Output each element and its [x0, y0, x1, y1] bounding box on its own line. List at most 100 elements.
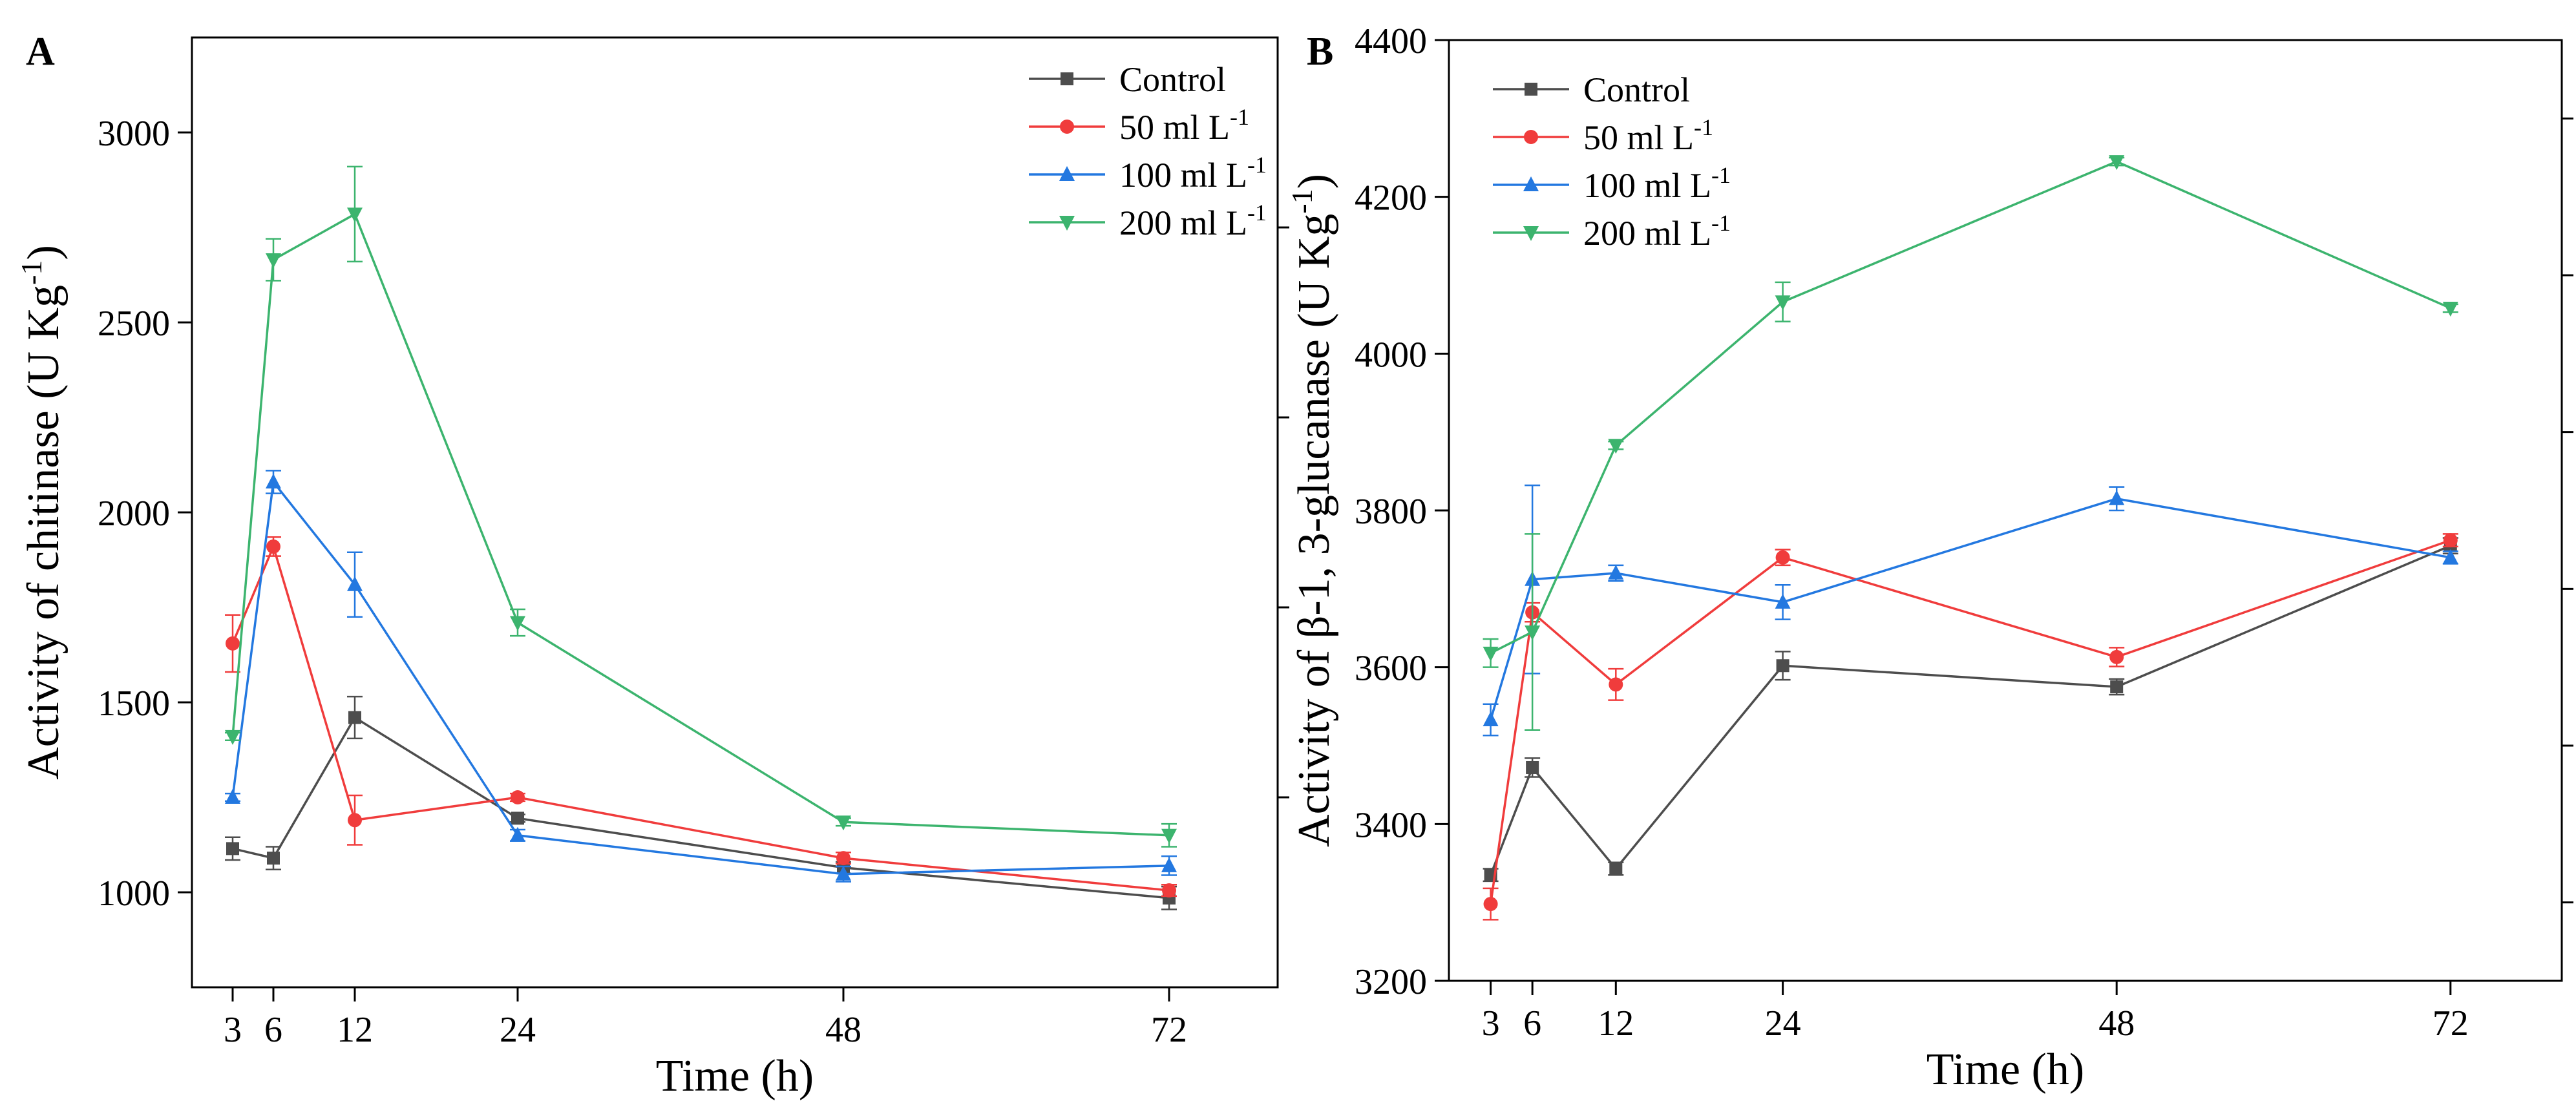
series-3 — [1483, 155, 2458, 731]
data-point — [510, 826, 525, 842]
data-point — [348, 813, 362, 828]
legend-label-superscript: -1 — [1711, 210, 1731, 236]
series-line — [231, 212, 1170, 837]
x-tick-label: 24 — [1765, 1003, 1801, 1043]
data-point — [266, 539, 280, 554]
series-line — [231, 479, 1170, 876]
data-point — [267, 852, 280, 865]
y-axis-label-text: Activity of β-1, 3-glucanase (U Kg — [1289, 214, 1339, 847]
x-tick-label: 12 — [337, 1010, 373, 1050]
data-point — [225, 789, 240, 804]
legend-label-superscript: -1 — [1247, 152, 1267, 178]
series-2 — [1483, 484, 2458, 737]
legend-label: 100 ml L-1 — [1119, 152, 1267, 194]
data-point — [226, 842, 239, 855]
chart-panel-b: B 3200 3400 3600 3800 4000 4200 4400 3 6 12 24 48 72 T… — [1285, 21, 2573, 1095]
legend-marker — [1059, 216, 1075, 231]
series-1 — [225, 536, 1177, 898]
x-tick-label: 72 — [2433, 1003, 2469, 1043]
y-axis-label-tail: ) — [19, 245, 69, 260]
chart-panel-a: A 1000 1500 2000 2500 3000 3 6 12 24 48 72 Time (h) A… — [15, 30, 1289, 1101]
data-point — [1483, 711, 1499, 726]
y-tick-label: 4200 — [1355, 178, 1427, 218]
data-point — [511, 790, 525, 804]
x-tick-label: 3 — [224, 1010, 242, 1050]
legend: Control 50 ml L -1 100 ml L-1 200 ml L-1 — [1493, 70, 1731, 253]
data-point — [2109, 649, 2124, 664]
x-tick-label: 72 — [1151, 1010, 1187, 1050]
y-axis-label: Activity of chitinase (U Kg-1) — [15, 245, 69, 780]
legend-label-text: 200 ml L — [1583, 214, 1711, 253]
data-point — [2442, 549, 2458, 564]
data-point — [1608, 439, 1624, 454]
legend-marker — [1059, 166, 1075, 181]
y-tick-label: 3000 — [98, 114, 170, 154]
series-2 — [225, 470, 1177, 883]
legend-label-text: 50 ml L — [1119, 108, 1230, 147]
x-tick-label: 3 — [1482, 1003, 1500, 1043]
data-point — [1483, 897, 1498, 912]
data-point — [511, 812, 524, 825]
data-point — [1608, 565, 1624, 580]
data-point — [2110, 680, 2124, 693]
data-point — [836, 865, 851, 881]
legend-label-text: 50 ml L — [1583, 118, 1694, 157]
series-1 — [1483, 533, 2458, 921]
legend-marker — [1523, 176, 1539, 191]
y-tick-label: 2000 — [98, 494, 170, 534]
series-line — [232, 716, 1170, 899]
x-tick-label: 48 — [825, 1010, 861, 1050]
data-point — [225, 729, 240, 745]
panel-label: B — [1307, 30, 1333, 74]
data-point — [266, 473, 281, 488]
y-tick-label: 3800 — [1355, 492, 1427, 532]
legend-label: 200 ml L-1 — [1119, 200, 1267, 242]
data-point — [347, 576, 363, 591]
series-3 — [225, 165, 1177, 848]
y-tick-label: 4400 — [1355, 21, 1427, 61]
series-line — [231, 543, 1170, 892]
data-point — [1483, 646, 1499, 662]
data-point — [836, 815, 851, 831]
x-axis-label: Time (h) — [1927, 1045, 2084, 1095]
data-point — [2109, 155, 2125, 171]
series-line — [1489, 539, 2451, 905]
legend-label: 100 ml L-1 — [1583, 162, 1731, 205]
legend-label: 200 ml L-1 — [1583, 210, 1731, 253]
data-point — [1775, 295, 1791, 311]
x-tick-label: 12 — [1598, 1003, 1634, 1043]
y-tick-label: 1000 — [98, 874, 170, 914]
data-point — [510, 616, 525, 631]
legend-label-superscript: -1 — [1247, 200, 1267, 225]
legend-label-text: 100 ml L — [1119, 156, 1247, 194]
data-point — [266, 253, 281, 268]
data-point — [2443, 533, 2458, 548]
legend-label-text: Control — [1119, 60, 1226, 99]
legend-label: Control — [1583, 70, 1690, 109]
y-tick-label: 3200 — [1355, 962, 1427, 1002]
series-line — [1490, 160, 2451, 655]
legend-marker — [1523, 226, 1539, 241]
series-line — [1489, 498, 2451, 720]
panel-label: A — [26, 30, 55, 74]
y-tick-label: 2500 — [98, 304, 170, 344]
y-axis-label: Activity of β-1, 3-glucanase (U Kg-1) — [1285, 174, 1339, 847]
data-point — [1775, 550, 1790, 565]
x-tick-label: 6 — [1523, 1003, 1541, 1043]
series-0 — [1483, 537, 2458, 883]
x-axis-label: Time (h) — [656, 1051, 814, 1101]
y-axis-label-superscript: -1 — [1285, 189, 1318, 213]
legend-marker — [1060, 120, 1074, 134]
data-point — [1162, 883, 1176, 898]
data-point — [226, 636, 240, 651]
data-point — [1609, 677, 1623, 692]
data-point — [2109, 490, 2125, 505]
y-axis-label-tail: ) — [1289, 174, 1339, 189]
series-line — [1489, 544, 2451, 876]
legend-label-text: 100 ml L — [1583, 166, 1711, 205]
y-axis-label-superscript: -1 — [15, 260, 48, 285]
data-point — [1161, 857, 1177, 872]
data-point — [1161, 828, 1177, 844]
data-point — [1609, 862, 1623, 876]
legend-label: Control — [1119, 60, 1226, 99]
